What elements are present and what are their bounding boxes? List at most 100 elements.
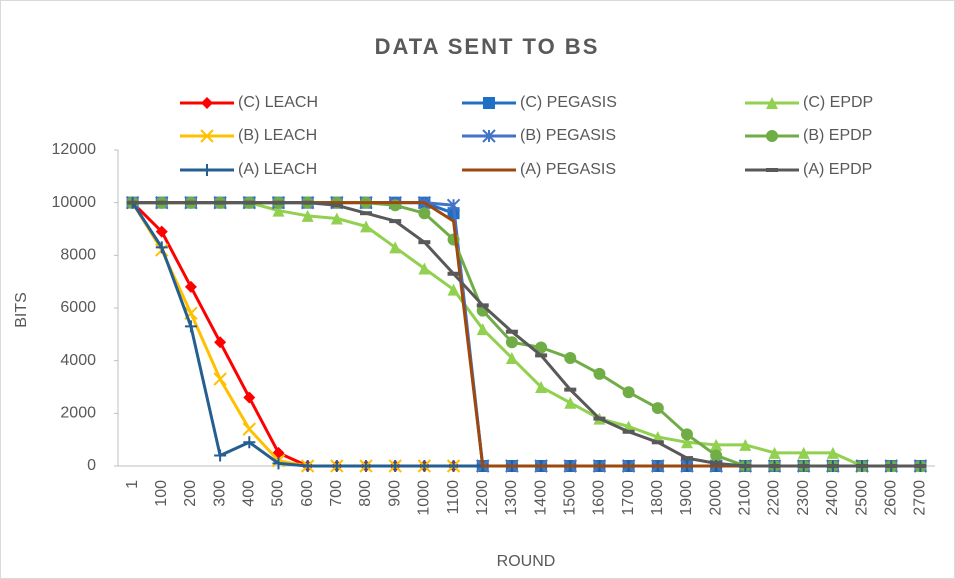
x-tick-label: 100	[153, 480, 170, 507]
data-point	[505, 352, 518, 365]
legend-label: (C) PEGASIS	[520, 94, 617, 111]
y-tick-label: 0	[87, 457, 96, 474]
x-tick-label: 900	[386, 480, 403, 507]
data-point	[184, 280, 197, 293]
x-tick-label: 1700	[620, 480, 637, 516]
y-tick-label: 8000	[60, 247, 96, 264]
legend-label: (A) EPDP	[803, 161, 872, 178]
marker-part	[201, 97, 213, 109]
marker-part	[243, 391, 256, 404]
legend-label: (C) LEACH	[238, 94, 318, 111]
data-point	[155, 225, 168, 238]
data-point	[360, 460, 373, 472]
marker-part	[826, 446, 839, 459]
marker-part	[680, 436, 693, 449]
marker-part	[200, 129, 214, 143]
x-tick-label: 300	[211, 480, 228, 507]
x-tick-label: 1200	[474, 480, 491, 516]
marker-part	[797, 446, 810, 459]
marker-part	[213, 372, 227, 386]
x-tick-label: 1900	[678, 480, 695, 516]
marker-part	[330, 460, 343, 472]
marker-part	[482, 129, 496, 143]
marker-part	[739, 438, 752, 451]
data-point	[418, 460, 431, 472]
y-tick-label: 10000	[52, 194, 97, 211]
data-point	[272, 457, 285, 470]
data-point	[593, 367, 606, 380]
marker-part	[184, 320, 197, 333]
data-point	[768, 446, 781, 459]
data-point	[710, 449, 723, 462]
marker-part	[389, 460, 402, 472]
x-tick-label: 1300	[503, 480, 520, 516]
data-point	[535, 341, 548, 354]
marker-part	[360, 220, 373, 233]
data-point	[505, 336, 518, 349]
data-point	[330, 212, 343, 225]
x-tick-label: 2700	[912, 480, 929, 516]
data-point	[622, 386, 635, 399]
marker-part	[710, 449, 723, 462]
y-axis-label: BITS	[13, 292, 30, 328]
marker-part	[564, 352, 577, 365]
data-point	[447, 460, 460, 472]
data-point	[446, 198, 461, 213]
data-point	[243, 391, 256, 404]
data-point	[418, 262, 431, 275]
legend-label: (B) EPDP	[803, 127, 872, 144]
marker-part	[389, 241, 402, 254]
series-line	[132, 201, 921, 468]
legend-marker	[200, 129, 214, 143]
x-tick-label: 1000	[416, 480, 433, 516]
legend-label: (B) LEACH	[238, 127, 317, 144]
marker-part	[505, 352, 518, 365]
chart-title: DATA SENT TO BS	[375, 34, 600, 59]
marker-part	[418, 207, 431, 220]
marker-part	[272, 457, 285, 470]
data-point	[330, 460, 343, 472]
marker-part	[243, 436, 256, 449]
legend-label: (A) LEACH	[238, 161, 317, 178]
x-tick-label: 1	[124, 480, 141, 489]
x-tick-label: 2100	[737, 480, 754, 516]
x-axis-label: ROUND	[497, 553, 556, 570]
x-tick-label: 2600	[882, 480, 899, 516]
marker-part	[766, 97, 778, 109]
x-tick-label: 2400	[824, 480, 841, 516]
data-point	[418, 207, 431, 220]
data-point	[389, 199, 402, 212]
legend-label: (B) PEGASIS	[520, 127, 616, 144]
marker-part	[622, 386, 635, 399]
marker-part	[535, 381, 548, 393]
y-tick-label: 6000	[60, 299, 96, 316]
data-point	[447, 283, 460, 296]
x-tick-label: 2300	[795, 480, 812, 516]
data-point	[155, 241, 168, 254]
marker-part	[389, 199, 402, 212]
data-point	[242, 422, 257, 436]
data-point	[243, 436, 256, 449]
data-point	[564, 352, 577, 365]
x-tick-label: 1400	[532, 480, 549, 516]
data-point	[360, 220, 373, 233]
marker-part	[564, 396, 577, 409]
marker-part	[360, 460, 373, 472]
y-tick-label: 2000	[60, 405, 96, 422]
marker-part	[155, 225, 168, 238]
data-point	[389, 460, 402, 472]
marker-part	[301, 209, 314, 222]
x-tick-label: 2000	[707, 480, 724, 516]
marker-part	[447, 460, 460, 472]
x-tick-label: 2500	[853, 480, 870, 516]
data-point	[301, 460, 314, 472]
data-point	[184, 320, 197, 333]
marker-part	[418, 460, 431, 472]
data-point	[213, 372, 227, 386]
x-tick-label: 200	[182, 480, 199, 507]
marker-part	[768, 446, 781, 459]
data-point	[564, 396, 577, 409]
legend-marker	[766, 130, 778, 142]
